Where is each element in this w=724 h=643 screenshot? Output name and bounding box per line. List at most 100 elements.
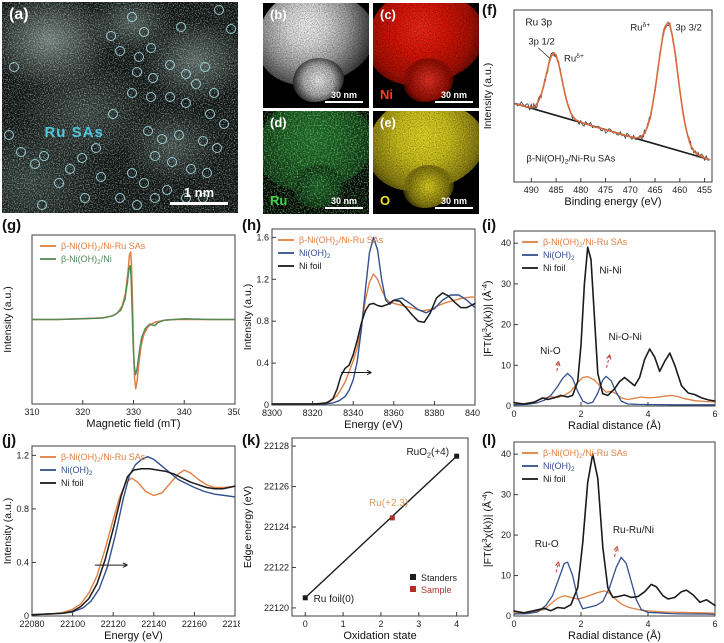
ru-atom-circle [126, 167, 137, 178]
svg-text:0.4: 0.4 [16, 557, 29, 567]
panel-c-label: (c) [380, 7, 396, 22]
svg-text:0.4: 0.4 [256, 358, 269, 368]
svg-text:22140: 22140 [141, 619, 166, 629]
svg-text:Ni(OH)2: Ni(OH)2 [299, 248, 331, 260]
svg-text:475: 475 [598, 185, 613, 195]
svg-text:Intensity (a.u.): Intensity (a.u.) [242, 284, 254, 351]
ru-atom-circle [79, 193, 90, 204]
svg-text:1: 1 [341, 619, 346, 629]
svg-text:22160: 22160 [182, 619, 207, 629]
scalebar-a-line [170, 202, 228, 205]
svg-text:3p 1/2: 3p 1/2 [528, 36, 554, 47]
svg-text:3p 3/2: 3p 3/2 [675, 23, 701, 34]
svg-text:350: 350 [227, 407, 240, 417]
svg-text:320: 320 [75, 407, 90, 417]
svg-text:Ni(OH)2: Ni(OH)2 [543, 250, 575, 262]
svg-text:Intensity (a.u.): Intensity (a.u.) [482, 63, 494, 130]
ru-atom-circle [176, 22, 187, 33]
ru-atom-circle [157, 134, 168, 145]
svg-text:RuO2(+4): RuO2(+4) [406, 447, 449, 459]
svg-text:22120: 22120 [264, 603, 289, 613]
panel-a-label: (a) [9, 6, 29, 23]
ru-atom-circle [126, 87, 137, 98]
ru-atom-circle [107, 108, 118, 119]
svg-text:2: 2 [578, 409, 583, 419]
ru-atom-circle [164, 60, 175, 71]
panel-i-ni-exafs: (i) 0 2 4 6 0 10 20 30 40 Radial distance (Å) |FT(… [480, 215, 724, 430]
svg-text:6: 6 [712, 619, 717, 629]
panel-a-stem-image: (a) Ru SAs 1 nm [2, 2, 238, 213]
svg-text:0: 0 [511, 409, 516, 419]
ru-atom-circle [65, 163, 76, 174]
svg-text:0: 0 [506, 401, 511, 411]
ru-atom-circle [91, 142, 102, 153]
scalebar-e-line [435, 207, 473, 209]
svg-text:8300: 8300 [262, 408, 282, 418]
svg-text:22126: 22126 [264, 482, 289, 492]
scalebar-d-text: 30 nm [330, 196, 357, 206]
svg-text:β-Ni(OH)2/Ni-Ru SAs: β-Ni(OH)2/Ni-Ru SAs [543, 448, 628, 460]
svg-text:Ruδ+: Ruδ+ [630, 22, 650, 34]
svg-text:470: 470 [623, 185, 638, 195]
svg-text:0.8: 0.8 [16, 504, 29, 514]
ru-atom-circle [199, 62, 210, 73]
ru-atom-circle [174, 129, 184, 140]
ru-atom-circle [30, 159, 41, 170]
ru-atom-circle [115, 193, 125, 204]
stem-noise-texture [2, 2, 238, 213]
scalebar-a: 1 nm [170, 185, 228, 205]
ru-sas-label: Ru SAs [44, 124, 104, 142]
panel-d-label: (d) [270, 115, 287, 130]
ru-atom-circle [143, 125, 154, 136]
panel-l-ru-exafs: (l) 0 2 4 6 0 10 20 30 40 Radial distance (Å) |FT(… [480, 430, 724, 643]
ru-atom-circle [181, 98, 192, 109]
svg-text:465: 465 [648, 185, 663, 195]
scalebar-b-line [325, 101, 363, 103]
svg-text:22080: 22080 [19, 619, 44, 629]
ru-atom-circle [202, 167, 213, 178]
panel-g-epr: (g) 310 320 330 340 350 Magnetic field (mT) In… [0, 215, 240, 430]
svg-text:4: 4 [645, 409, 650, 419]
svg-text:Ni foil: Ni foil [543, 263, 566, 273]
panel-l-label: (l) [482, 432, 497, 449]
scalebar-c-text: 30 nm [440, 90, 467, 100]
edge-energy-chart: 0 1 2 3 4 22120 22122 22124 22126 22128 Oxidation … [240, 430, 480, 643]
svg-text:30: 30 [501, 279, 511, 289]
svg-text:6: 6 [712, 409, 717, 419]
panel-k-label: (k) [242, 432, 261, 449]
ru-atom-circle [37, 199, 48, 210]
panel-h-label: (h) [242, 217, 262, 234]
svg-text:460: 460 [672, 185, 687, 195]
svg-text:Ni-Ni: Ni-Ni [599, 266, 621, 277]
panel-j-label: (j) [2, 432, 17, 449]
panel-f-xps: (f) 490 485 480 475 470 465 460 455 Binding ener… [480, 0, 724, 215]
svg-text:Ruδ+: Ruδ+ [564, 53, 584, 65]
ru-atom-circle [96, 172, 107, 183]
ru-atom-circle [218, 119, 229, 130]
ru-atom-circle [148, 72, 159, 83]
ru-atom-circle [8, 62, 19, 73]
svg-text:β-Ni(OH)2/Ni: β-Ni(OH)2/Ni [61, 254, 112, 266]
svg-text:Radial distance (Å): Radial distance (Å) [568, 419, 661, 430]
svg-text:Ni(OH)2: Ni(OH)2 [543, 461, 575, 473]
scalebar-d: 30 nm [325, 196, 363, 209]
svg-text:0: 0 [303, 619, 308, 629]
svg-text:30: 30 [501, 490, 511, 500]
scalebar-b-text: 30 nm [330, 90, 357, 100]
scalebar-a-text: 1 nm [183, 185, 215, 200]
svg-text:Edge energy (eV): Edge energy (eV) [242, 486, 254, 568]
ru-atom-circle [39, 151, 50, 162]
ru-atom-circle [131, 199, 142, 210]
ru-atom-circle [181, 68, 192, 79]
svg-text:β-Ni(OH)2/Ni-Ru SAs: β-Ni(OH)2/Ni-Ru SAs [61, 452, 146, 464]
svg-text:490: 490 [524, 185, 539, 195]
svg-text:310: 310 [24, 407, 39, 417]
ru-atom-circle [131, 66, 142, 77]
panel-d-ru-map: (d) Ru 30 nm [263, 111, 369, 214]
svg-text:20: 20 [501, 320, 511, 330]
ru-atom-circle [162, 184, 173, 195]
svg-text:Intensity (a.u.): Intensity (a.u.) [2, 286, 14, 353]
svg-text:Ni-O-Ni: Ni-O-Ni [608, 332, 641, 343]
svg-text:0.8: 0.8 [256, 316, 269, 326]
